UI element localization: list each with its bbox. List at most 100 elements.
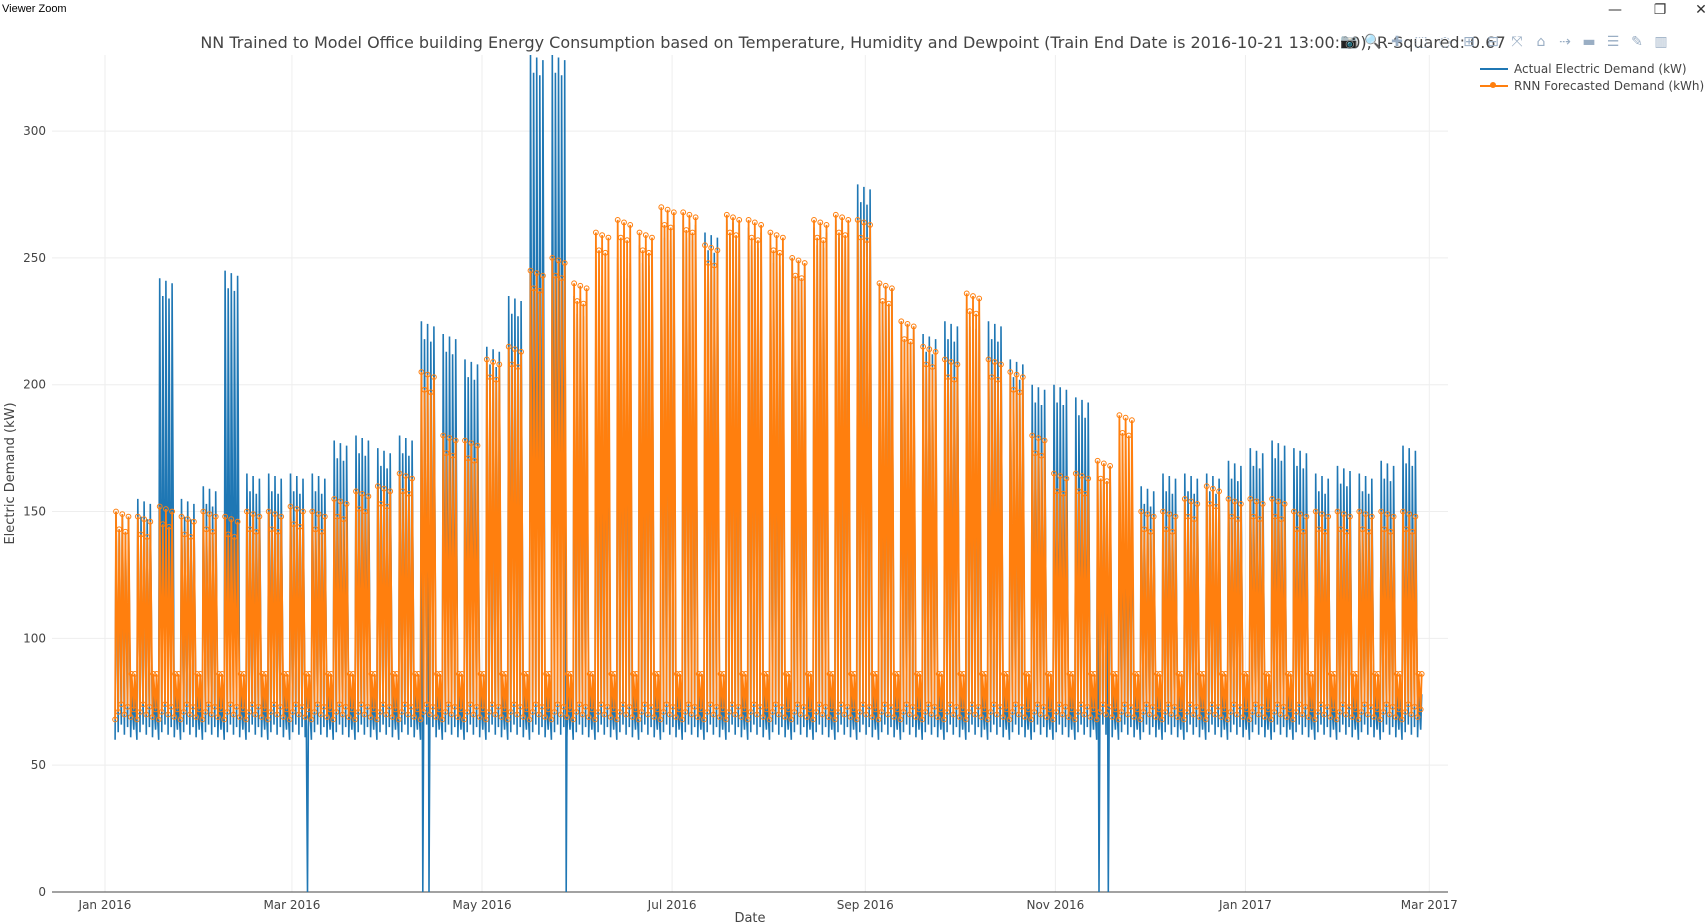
zoom-icon[interactable]: 🔍 (1364, 34, 1382, 50)
plotly-logo-icon[interactable]: ▥ (1654, 34, 1668, 50)
pan-icon[interactable]: ✚ (1391, 34, 1403, 50)
forecast-marker (624, 237, 630, 244)
forecast-marker (1090, 706, 1097, 713)
forecast-marker (1390, 513, 1397, 520)
forecast-marker (1339, 701, 1346, 708)
forecast-marker (1265, 706, 1271, 713)
forecast-marker (1162, 709, 1169, 715)
forecast-marker (601, 711, 608, 718)
forecast-marker (766, 716, 773, 723)
hover-closest-icon[interactable]: ▬ (1582, 34, 1596, 50)
forecast-marker (311, 709, 318, 715)
forecast-marker (552, 272, 559, 279)
forecast-marker (1203, 483, 1210, 490)
forecast-marker (589, 671, 596, 677)
forecast-marker (719, 706, 726, 713)
edit-icon[interactable]: ✎ (1631, 34, 1643, 50)
forecast-marker (966, 308, 973, 315)
forecast-marker (791, 709, 798, 715)
forecast-marker (1358, 709, 1365, 715)
forecast-marker (1347, 513, 1353, 520)
forecast-marker (208, 711, 215, 718)
forecast-marker (1238, 501, 1244, 507)
forecast-marker (228, 516, 235, 523)
forecast-marker (1392, 714, 1399, 720)
restore-button[interactable]: ❐ (1653, 2, 1667, 18)
forecast-marker (296, 711, 302, 718)
forecast-marker (514, 711, 520, 718)
spike-lines-icon[interactable]: ⇢ (1559, 34, 1571, 50)
zoom-out-icon[interactable]: ⊟ (1487, 34, 1499, 50)
forecast-marker (1134, 706, 1141, 713)
forecast-marker (468, 440, 475, 447)
forecast-marker (334, 513, 341, 520)
forecast-marker (124, 703, 131, 710)
forecast-marker (243, 716, 249, 723)
forecast-marker (502, 671, 509, 677)
legend-item-actual[interactable]: Actual Electric Demand (kW) (1480, 60, 1704, 77)
forecast-marker (1001, 671, 1007, 677)
forecast-marker (1291, 508, 1297, 515)
forecast-marker (224, 709, 231, 715)
forecast-marker (212, 513, 219, 520)
forecast-marker (1352, 706, 1359, 713)
forecast-marker (1324, 703, 1331, 710)
forecast-marker (1321, 711, 1327, 718)
forecast-marker (652, 671, 658, 677)
forecast-marker (181, 531, 188, 538)
forecast-marker (1110, 671, 1117, 677)
forecast-marker (1278, 516, 1285, 523)
forecast-marker (395, 716, 402, 723)
forecast-marker (1356, 508, 1363, 515)
forecast-marker (630, 671, 637, 677)
minimize-button[interactable]: — (1608, 2, 1622, 18)
y-tick-label: 100 (23, 631, 46, 645)
forecast-marker (900, 709, 907, 715)
forecast-marker (1387, 528, 1394, 535)
hover-compare-icon[interactable]: ☰ (1606, 34, 1620, 50)
forecast-marker (113, 508, 119, 515)
forecast-marker (1078, 701, 1084, 708)
forecast-marker (593, 229, 599, 236)
forecast-marker (392, 706, 399, 713)
forecast-marker (244, 508, 250, 515)
forecast-marker (716, 714, 723, 720)
forecast-marker (642, 232, 649, 239)
forecast-marker (870, 671, 877, 677)
box-select-icon[interactable]: ⬚ (1414, 34, 1428, 50)
autoscale-icon[interactable]: ⤧ (1511, 34, 1523, 50)
x-tick-label: Mar 2017 (1401, 898, 1458, 912)
legend-item-forecast[interactable]: RNN Forecasted Demand (kWh) (1480, 77, 1704, 94)
forecast-marker (1075, 709, 1081, 715)
forecast-marker (340, 516, 347, 523)
forecast-marker (1143, 701, 1150, 708)
forecast-marker (1118, 709, 1125, 715)
forecast-marker (427, 389, 434, 396)
reset-axes-icon[interactable]: ⌂ (1536, 34, 1546, 50)
forecast-marker (842, 232, 849, 239)
forecast-marker (661, 222, 668, 228)
x-tick-label: Mar 2016 (263, 898, 320, 912)
lasso-icon[interactable]: ◌ (1438, 34, 1452, 50)
forecast-marker (393, 671, 400, 677)
forecast-marker (1237, 703, 1243, 710)
forecast-marker (819, 711, 826, 718)
forecast-marker (134, 716, 140, 723)
zoom-in-icon[interactable]: ⊞ (1463, 34, 1475, 50)
forecast-marker (1013, 371, 1020, 378)
close-button[interactable]: ✕ (1695, 2, 1706, 18)
forecast-marker (673, 714, 679, 720)
forecast-marker (159, 521, 166, 528)
forecast-marker (1283, 714, 1290, 720)
forecast-marker (377, 709, 383, 715)
forecast-marker (1250, 513, 1257, 520)
forecast-marker (1294, 526, 1300, 533)
forecast-marker (1308, 706, 1315, 713)
forecast-marker (345, 714, 352, 720)
forecast-marker (689, 229, 696, 236)
forecast-marker (1072, 716, 1078, 723)
forecast-marker (246, 709, 253, 715)
camera-icon[interactable]: 📷 (1340, 34, 1358, 50)
forecast-marker (755, 237, 761, 244)
